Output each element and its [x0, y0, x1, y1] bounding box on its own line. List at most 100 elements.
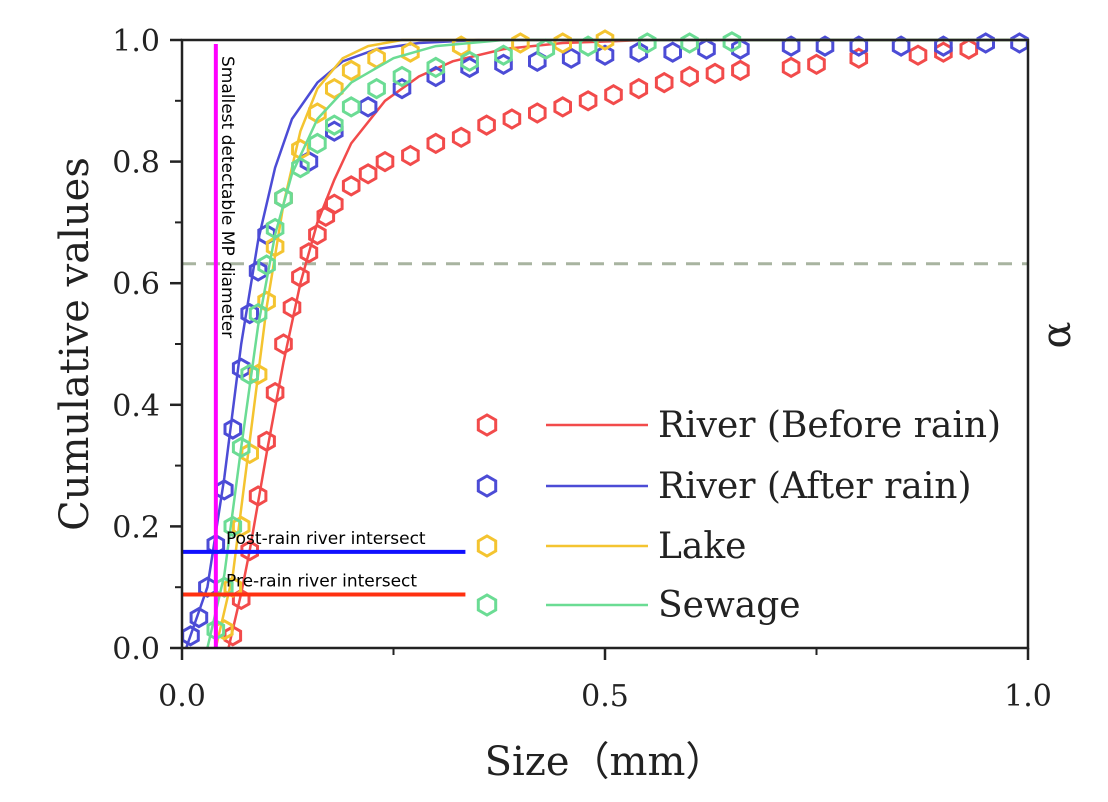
data-point [731, 38, 750, 60]
series-3 [206, 31, 1028, 649]
legend-label: Lake [658, 526, 747, 567]
data-point [223, 418, 243, 440]
data-point [308, 223, 327, 246]
fit-line [214, 38, 1028, 649]
data-point [325, 114, 344, 136]
legend-marker [476, 413, 498, 437]
data-point [308, 132, 327, 155]
overlay: Smallest detectable MP diameter Post-rai… [182, 44, 466, 648]
data-point [494, 44, 513, 66]
y-tick-label: 0.4 [112, 389, 160, 424]
data-point [367, 77, 386, 100]
data-point [451, 126, 471, 149]
right-axis-label: α [1034, 321, 1080, 348]
y-tick-label: 1.0 [112, 24, 160, 59]
fit-line [227, 38, 1028, 649]
y-tick-label: 0.2 [112, 510, 160, 545]
data-point [722, 31, 742, 53]
data-point [265, 381, 285, 404]
data-point [807, 53, 826, 76]
data-point [392, 65, 412, 88]
data-point [629, 77, 649, 100]
ticks: 0.0 0.2 0.4 0.6 0.8 1.0 0.0 0.5 1.0 [112, 24, 1052, 714]
y-tick-label: 0.6 [112, 267, 160, 302]
data-point [536, 38, 556, 60]
y-axis-title: Cumulative values [52, 157, 98, 531]
data-point [1010, 32, 1029, 54]
legend-marker [476, 534, 498, 558]
data-point [781, 35, 801, 57]
data-point [815, 35, 835, 57]
data-point [976, 32, 995, 54]
series-layer [181, 29, 1029, 649]
data-point [240, 302, 259, 325]
data-point [781, 56, 801, 79]
series-0 [223, 38, 1028, 649]
data-point [731, 59, 750, 82]
data-point [908, 44, 928, 66]
x-axis-title: Size（mm） [485, 739, 726, 785]
data-point [341, 175, 361, 197]
data-point [705, 62, 725, 85]
fit-line [206, 38, 1028, 649]
data-point [392, 77, 412, 100]
plot-frame [180, 38, 1030, 650]
data-point [189, 606, 209, 629]
data-point [325, 77, 344, 100]
series-1 [181, 32, 1029, 649]
data-point [638, 32, 657, 54]
data-point [358, 163, 378, 185]
data-point [578, 35, 598, 57]
axes [180, 38, 1030, 650]
legend-label: River (After rain) [658, 466, 972, 507]
data-point [426, 132, 446, 155]
data-point [401, 41, 420, 63]
data-point [358, 96, 378, 118]
data-point [629, 41, 649, 63]
data-point [451, 35, 471, 57]
data-point [511, 32, 530, 54]
data-point [959, 38, 979, 60]
data-point [401, 144, 420, 167]
x-tick-label: 0.5 [581, 679, 629, 714]
legend: River (Before rain) River (After rain) Lak… [476, 405, 1001, 626]
data-point [663, 41, 682, 63]
data-point [240, 539, 259, 562]
data-point [578, 90, 598, 112]
data-point [299, 242, 319, 264]
data-point [502, 108, 522, 130]
data-point [934, 35, 953, 57]
data-point [654, 71, 674, 94]
data-point [561, 47, 581, 69]
x-tick-label: 1.0 [1004, 679, 1052, 714]
data-point [891, 35, 911, 57]
data-point [248, 260, 268, 282]
data-point [697, 38, 716, 60]
data-point [849, 47, 869, 69]
data-point [223, 515, 243, 538]
legend-marker [476, 593, 498, 617]
data-point [375, 150, 395, 173]
data-point [680, 32, 699, 54]
data-point [595, 29, 615, 51]
data-point [341, 59, 361, 82]
data-point [341, 96, 361, 118]
data-point [460, 50, 479, 73]
data-point [680, 65, 699, 88]
y-tick-label: 0.0 [112, 632, 160, 667]
post-rain-label: Post-rain river intersect [226, 529, 426, 549]
legend-marker [476, 474, 498, 498]
legend-label: Sewage [658, 585, 801, 626]
data-point [231, 515, 251, 538]
data-point [426, 56, 446, 79]
data-point [291, 156, 310, 179]
data-point [849, 35, 869, 57]
detect-label: Smallest detectable MP diameter [217, 56, 237, 338]
data-point [274, 333, 293, 355]
data-point [528, 102, 547, 124]
data-point [477, 114, 496, 136]
fit-line [185, 38, 1028, 649]
data-point [604, 83, 623, 106]
data-point [553, 96, 572, 118]
